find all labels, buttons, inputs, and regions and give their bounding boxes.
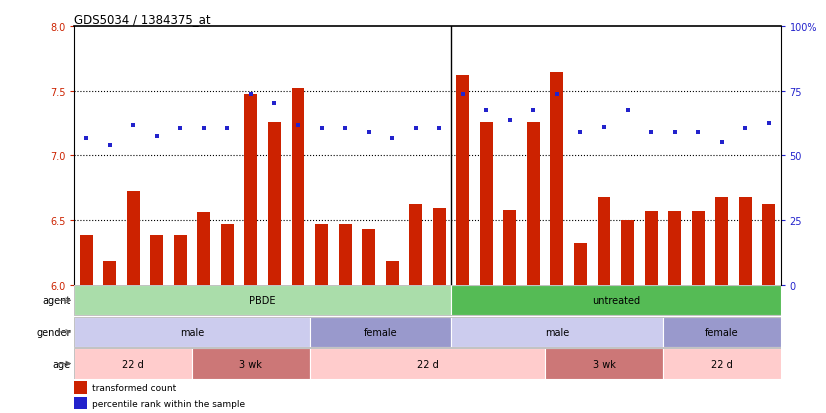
- Bar: [386, 261, 399, 285]
- Bar: [126, 192, 140, 285]
- Bar: [503, 210, 516, 285]
- Bar: [433, 209, 446, 285]
- Text: male: male: [545, 327, 569, 337]
- Text: 3 wk: 3 wk: [240, 358, 263, 369]
- Bar: [409, 205, 422, 285]
- Bar: [644, 211, 657, 285]
- Bar: [103, 261, 116, 285]
- Bar: [662, 317, 781, 347]
- Bar: [451, 285, 781, 316]
- Bar: [621, 220, 634, 285]
- Bar: [268, 122, 281, 285]
- Bar: [362, 229, 375, 285]
- Text: GDS5034 / 1384375_at: GDS5034 / 1384375_at: [74, 13, 211, 26]
- Bar: [456, 76, 469, 285]
- Bar: [480, 122, 493, 285]
- Bar: [691, 211, 705, 285]
- Bar: [192, 349, 310, 379]
- Bar: [762, 205, 776, 285]
- Bar: [715, 197, 729, 285]
- Text: female: female: [705, 327, 738, 337]
- Text: percentile rank within the sample: percentile rank within the sample: [92, 399, 245, 408]
- Bar: [79, 236, 93, 285]
- Bar: [74, 317, 310, 347]
- Text: 22 d: 22 d: [416, 358, 439, 369]
- Bar: [197, 213, 211, 285]
- Text: PBDE: PBDE: [249, 296, 276, 306]
- Bar: [315, 224, 328, 285]
- Bar: [173, 236, 187, 285]
- Bar: [550, 73, 563, 285]
- Bar: [738, 197, 752, 285]
- Bar: [150, 236, 164, 285]
- Text: age: age: [53, 358, 71, 369]
- Text: 3 wk: 3 wk: [592, 358, 615, 369]
- Bar: [339, 224, 352, 285]
- Text: untreated: untreated: [591, 296, 640, 306]
- Bar: [74, 349, 192, 379]
- Bar: [668, 211, 681, 285]
- Bar: [310, 317, 451, 347]
- Bar: [597, 197, 610, 285]
- Bar: [662, 349, 781, 379]
- Bar: [74, 285, 451, 316]
- Text: 22 d: 22 d: [711, 358, 733, 369]
- Bar: [244, 95, 258, 285]
- Text: gender: gender: [36, 327, 71, 337]
- Bar: [545, 349, 663, 379]
- Text: female: female: [363, 327, 397, 337]
- Text: 22 d: 22 d: [122, 358, 144, 369]
- Bar: [74, 381, 87, 394]
- Bar: [527, 122, 540, 285]
- Bar: [310, 349, 545, 379]
- Bar: [74, 397, 87, 409]
- Bar: [292, 89, 305, 285]
- Text: male: male: [180, 327, 204, 337]
- Bar: [221, 224, 234, 285]
- Bar: [574, 244, 587, 285]
- Text: transformed count: transformed count: [92, 383, 176, 392]
- Bar: [451, 317, 663, 347]
- Text: agent: agent: [43, 296, 71, 306]
